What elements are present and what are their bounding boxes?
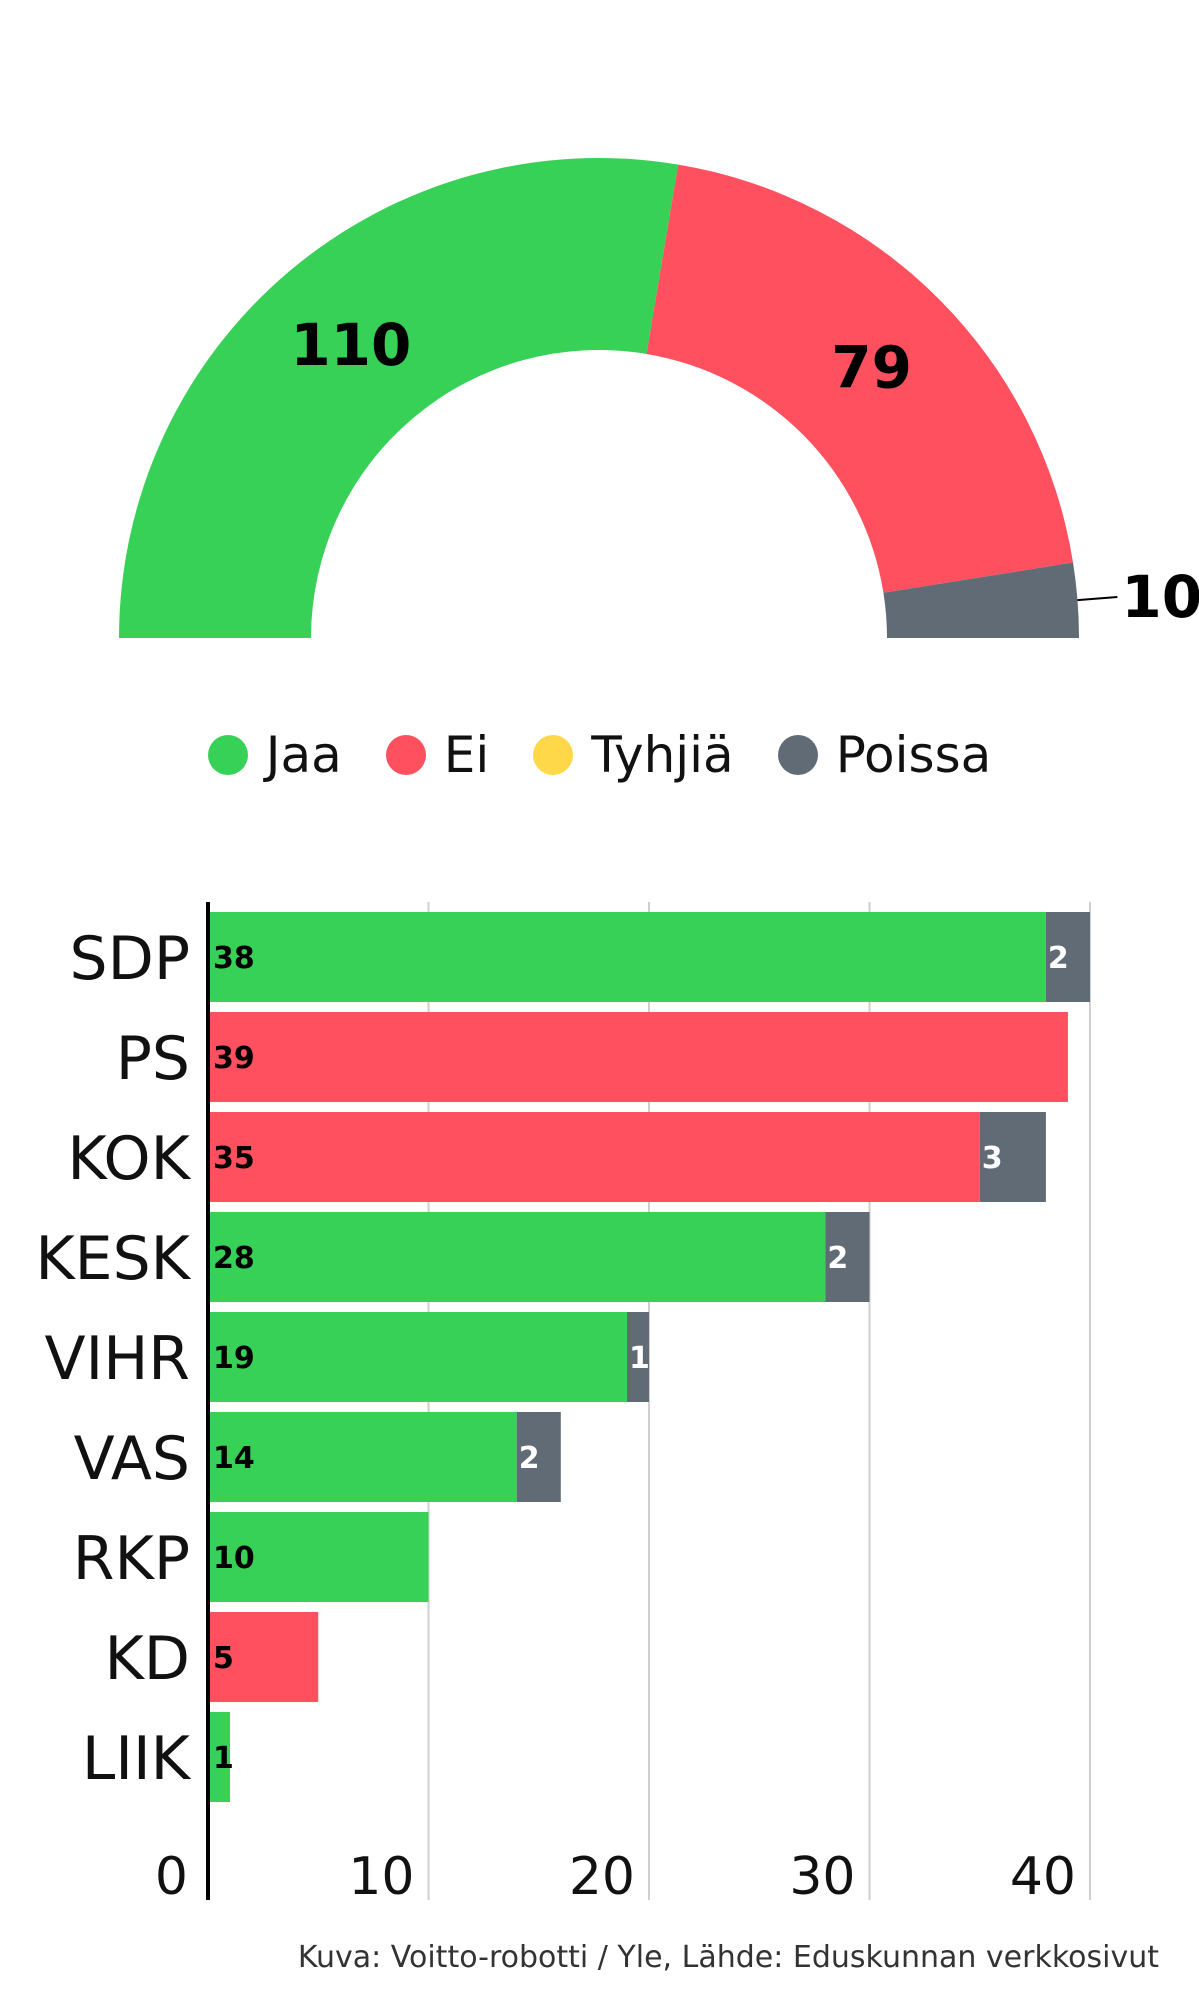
bar-vas-jaa xyxy=(208,1412,517,1502)
legend-swatch-tyhjia xyxy=(533,735,574,775)
bar-value-vihr-jaa: 19 xyxy=(213,1341,255,1376)
bar-kok-poissa xyxy=(979,1112,1046,1202)
bar-kok-ei xyxy=(208,1112,980,1202)
bar-value-liik-jaa: 1 xyxy=(213,1741,234,1776)
slice-ei xyxy=(646,164,1074,593)
legend-label-poissa: Poissa xyxy=(835,726,992,784)
legend-swatch-ei xyxy=(385,735,426,775)
bar-rkp-jaa xyxy=(208,1512,429,1602)
bar-kd-ei xyxy=(208,1612,319,1702)
x-tick-label-30: 30 xyxy=(789,1847,855,1907)
category-label-vas: VAS xyxy=(74,1424,190,1494)
bar-value-kok-poissa: 3 xyxy=(982,1141,1003,1176)
bar-value-kd-ei: 5 xyxy=(213,1641,234,1676)
slice-label-ei: 79 xyxy=(831,334,912,402)
x-tick-label-10: 10 xyxy=(348,1847,414,1907)
legend-item-tyhjia: Tyhjiä xyxy=(533,726,734,784)
x-tick-label-20: 20 xyxy=(569,1847,635,1907)
legend-item-ei: Ei xyxy=(385,726,490,784)
slice-label-jaa: 110 xyxy=(290,311,411,379)
category-label-ps: PS xyxy=(116,1024,190,1094)
slice-label-poissa: 10 xyxy=(1121,563,1199,631)
bar-value-vas-poissa: 2 xyxy=(519,1441,540,1476)
x-tick-label-40: 40 xyxy=(1010,1847,1076,1907)
bar-vihr-poissa xyxy=(626,1312,649,1402)
bar-value-kesk-jaa: 28 xyxy=(213,1241,255,1276)
category-label-liik: LIIK xyxy=(82,1724,192,1794)
slice-poissa xyxy=(883,562,1079,638)
bar-kesk-jaa xyxy=(208,1212,826,1302)
legend-item-poissa: Poissa xyxy=(777,726,992,784)
bar-value-sdp-jaa: 38 xyxy=(213,941,255,976)
bar-value-vas-jaa: 14 xyxy=(213,1441,255,1476)
x-tick-label-0: 0 xyxy=(155,1847,188,1907)
bar-liik-jaa xyxy=(208,1712,231,1802)
bar-value-ps-ei: 39 xyxy=(213,1041,255,1076)
bar-value-rkp-jaa: 10 xyxy=(213,1541,255,1576)
bar-value-kesk-poissa: 2 xyxy=(827,1241,848,1276)
legend: Jaa Ei Tyhjiä Poissa xyxy=(0,720,1199,790)
category-label-kesk: KESK xyxy=(35,1224,191,1294)
category-label-kd: KD xyxy=(104,1624,190,1694)
bar-kesk-poissa xyxy=(825,1212,870,1302)
half-donut-chart: 110 79 10 xyxy=(119,157,1199,638)
legend-item-jaa: Jaa xyxy=(207,726,342,784)
category-label-sdp: SDP xyxy=(70,924,190,994)
bar-sdp-jaa xyxy=(208,912,1046,1002)
slice-leader-line xyxy=(1077,595,1118,602)
source-credit: Kuva: Voitto-robotti / Yle, Lähde: Edusk… xyxy=(297,1940,1159,1975)
party-bar-chart: SDP 38 2 PS 39 KOK 35 3 KESK 28 2 VIHR 19 1 VAS 14 2 RKP 1… xyxy=(35,902,1091,1907)
legend-label-tyhjia: Tyhjiä xyxy=(591,726,734,784)
bar-sdp-poissa xyxy=(1045,912,1090,1002)
legend-label-ei: Ei xyxy=(443,726,490,784)
bar-value-sdp-poissa: 2 xyxy=(1048,941,1069,976)
bar-vas-poissa xyxy=(516,1412,561,1502)
category-label-kok: KOK xyxy=(67,1124,191,1194)
bar-value-kok-ei: 35 xyxy=(213,1141,255,1176)
bar-vihr-jaa xyxy=(208,1312,627,1402)
slice-jaa xyxy=(119,157,679,638)
category-label-vihr: VIHR xyxy=(44,1324,190,1394)
category-label-rkp: RKP xyxy=(73,1524,190,1594)
bar-ps-ei xyxy=(208,1012,1068,1102)
legend-swatch-jaa xyxy=(207,735,248,775)
legend-swatch-poissa xyxy=(777,735,818,775)
legend-label-jaa: Jaa xyxy=(265,726,342,784)
bar-value-vihr-poissa: 1 xyxy=(629,1341,650,1376)
